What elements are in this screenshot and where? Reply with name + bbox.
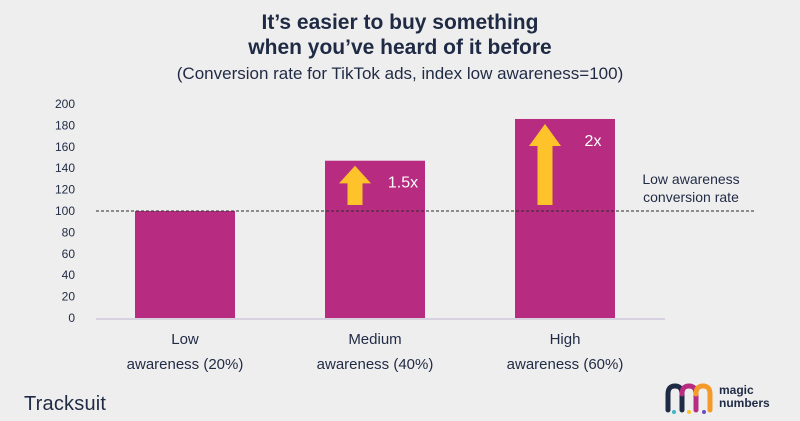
chart-title-line-2: when you’ve heard of it before — [248, 36, 552, 59]
y-tick-label-60: 60 — [62, 247, 76, 261]
y-tick-label-120: 120 — [55, 183, 75, 197]
y-tick-label-80: 80 — [62, 225, 76, 239]
x-category-label-1-line-2: awareness (40%) — [317, 356, 434, 373]
x-category-label-0-line-1: Low — [171, 331, 199, 348]
magic-numbers-wordmark-line-1: magic — [719, 383, 754, 397]
y-tick-label-20: 20 — [62, 290, 76, 304]
y-tick-label-200: 200 — [55, 97, 75, 111]
y-tick-label-140: 140 — [55, 161, 75, 175]
x-category-label-0-line-2: awareness (20%) — [127, 356, 244, 373]
magic-numbers-mn-logo-icon — [665, 383, 713, 414]
magic-numbers-wordmark-line-2: numbers — [719, 396, 770, 410]
bar-1 — [325, 160, 425, 318]
tracksuit-logo: Tracksuit — [24, 393, 107, 415]
y-tick-label-0: 0 — [68, 311, 75, 325]
chart-title: It’s easier to buy something when you’ve… — [0, 10, 800, 60]
up-arrow-icon-2 — [529, 123, 561, 205]
chart-title-line-1: It’s easier to buy something — [261, 11, 539, 34]
y-tick-label-180: 180 — [55, 118, 75, 132]
magic-numbers-wordmark: magic numbers — [719, 384, 770, 410]
x-category-label-2-line-2: awareness (60%) — [507, 356, 624, 373]
bar-2 — [515, 118, 615, 318]
y-tick-label-40: 40 — [62, 268, 76, 282]
y-tick-label-160: 160 — [55, 140, 75, 154]
bar-0 — [135, 211, 235, 318]
reference-line-label-line-2: conversion rate — [643, 189, 739, 205]
up-arrow-icon-1 — [339, 165, 371, 205]
multiplier-label-1: 1.5x — [388, 175, 418, 192]
chart-subtitle: (Conversion rate for TikTok ads, index l… — [176, 64, 624, 83]
x-category-label-2-line-1: High — [550, 331, 581, 348]
x-category-label-1-line-1: Medium — [348, 331, 401, 348]
magic-numbers-logo: magic numbers — [664, 380, 794, 416]
reference-line-label-line-1: Low awareness — [642, 171, 739, 187]
y-tick-label-100: 100 — [55, 204, 75, 218]
multiplier-label-2: 2x — [585, 133, 602, 150]
